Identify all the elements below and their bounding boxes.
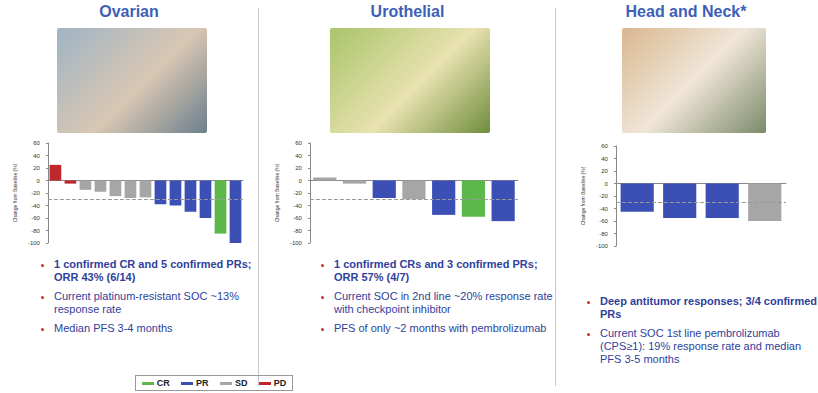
html-text:Current SOC in 2nd line ~20% r: Current SOC in 2nd line ~20% response ra… (334, 290, 553, 315)
html-text:PR: PR (196, 378, 209, 388)
html-text:Current SOC 1st line pembroliz: Current SOC 1st line pembrolizumab (CPS≥… (600, 327, 802, 365)
svg-text:40: 40 (295, 153, 302, 159)
svg-text:-40: -40 (31, 203, 40, 209)
svg-text:60: 60 (295, 140, 302, 146)
svg-text:20: 20 (33, 165, 40, 171)
svg-text:-60: -60 (31, 215, 40, 221)
html-text:Ovarian: Ovarian (99, 3, 159, 20)
svg-text:60: 60 (601, 143, 608, 149)
html-text:Median PFS 3-4 months: Median PFS 3-4 months (54, 322, 173, 334)
svg-text:-100: -100 (290, 240, 303, 246)
svg-text:-60: -60 (293, 215, 302, 221)
html-text:Head and Neck*: Head and Neck* (625, 3, 747, 20)
html-text:PD: PD (273, 378, 287, 388)
svg-text:Change from Baseline (%): Change from Baseline (%) (12, 163, 18, 222)
svg-text:-80: -80 (293, 228, 302, 234)
svg-text:40: 40 (33, 153, 40, 159)
svg-text:-100: -100 (596, 243, 609, 249)
html-text:PFS of only ~2 months with pem: PFS of only ~2 months with pembrolizumab (334, 322, 547, 334)
svg-text:-40: -40 (599, 206, 608, 212)
svg-text:20: 20 (295, 165, 302, 171)
svg-text:0: 0 (299, 178, 303, 184)
html-text:CR: CR (156, 378, 170, 388)
svg-text:-60: -60 (599, 218, 608, 224)
html-text:Deep antitumor responses; 3/4: Deep antitumor responses; 3/4 confirmed … (600, 295, 817, 320)
svg-text:60: 60 (33, 140, 40, 146)
html-text:1 confirmed CRs and 3 confirme: 1 confirmed CRs and 3 confirmed PRs; ORR… (334, 258, 538, 283)
svg-text:Change from Baseline (%): Change from Baseline (%) (580, 166, 586, 225)
svg-text:0: 0 (605, 181, 609, 187)
svg-text:0: 0 (37, 178, 41, 184)
svg-text:20: 20 (601, 168, 608, 174)
html-text:Current platinum-resistant SOC: Current platinum-resistant SOC ~13% resp… (54, 290, 239, 315)
svg-text:Change from Baseline (%): Change from Baseline (%) (274, 163, 280, 222)
svg-text:-20: -20 (599, 193, 608, 199)
html-text:SD: SD (234, 378, 248, 388)
svg-text:-20: -20 (31, 190, 40, 196)
svg-text:-20: -20 (293, 190, 302, 196)
svg-text:-100: -100 (28, 240, 41, 246)
svg-text:-80: -80 (599, 231, 608, 237)
svg-text:-40: -40 (293, 203, 302, 209)
html-text:1 confirmed CR and 5 confirmed: 1 confirmed CR and 5 confirmed PRs; ORR … (54, 258, 252, 283)
svg-text:40: 40 (601, 156, 608, 162)
svg-text:-80: -80 (31, 228, 40, 234)
html-text:Urothelial: Urothelial (370, 3, 445, 20)
